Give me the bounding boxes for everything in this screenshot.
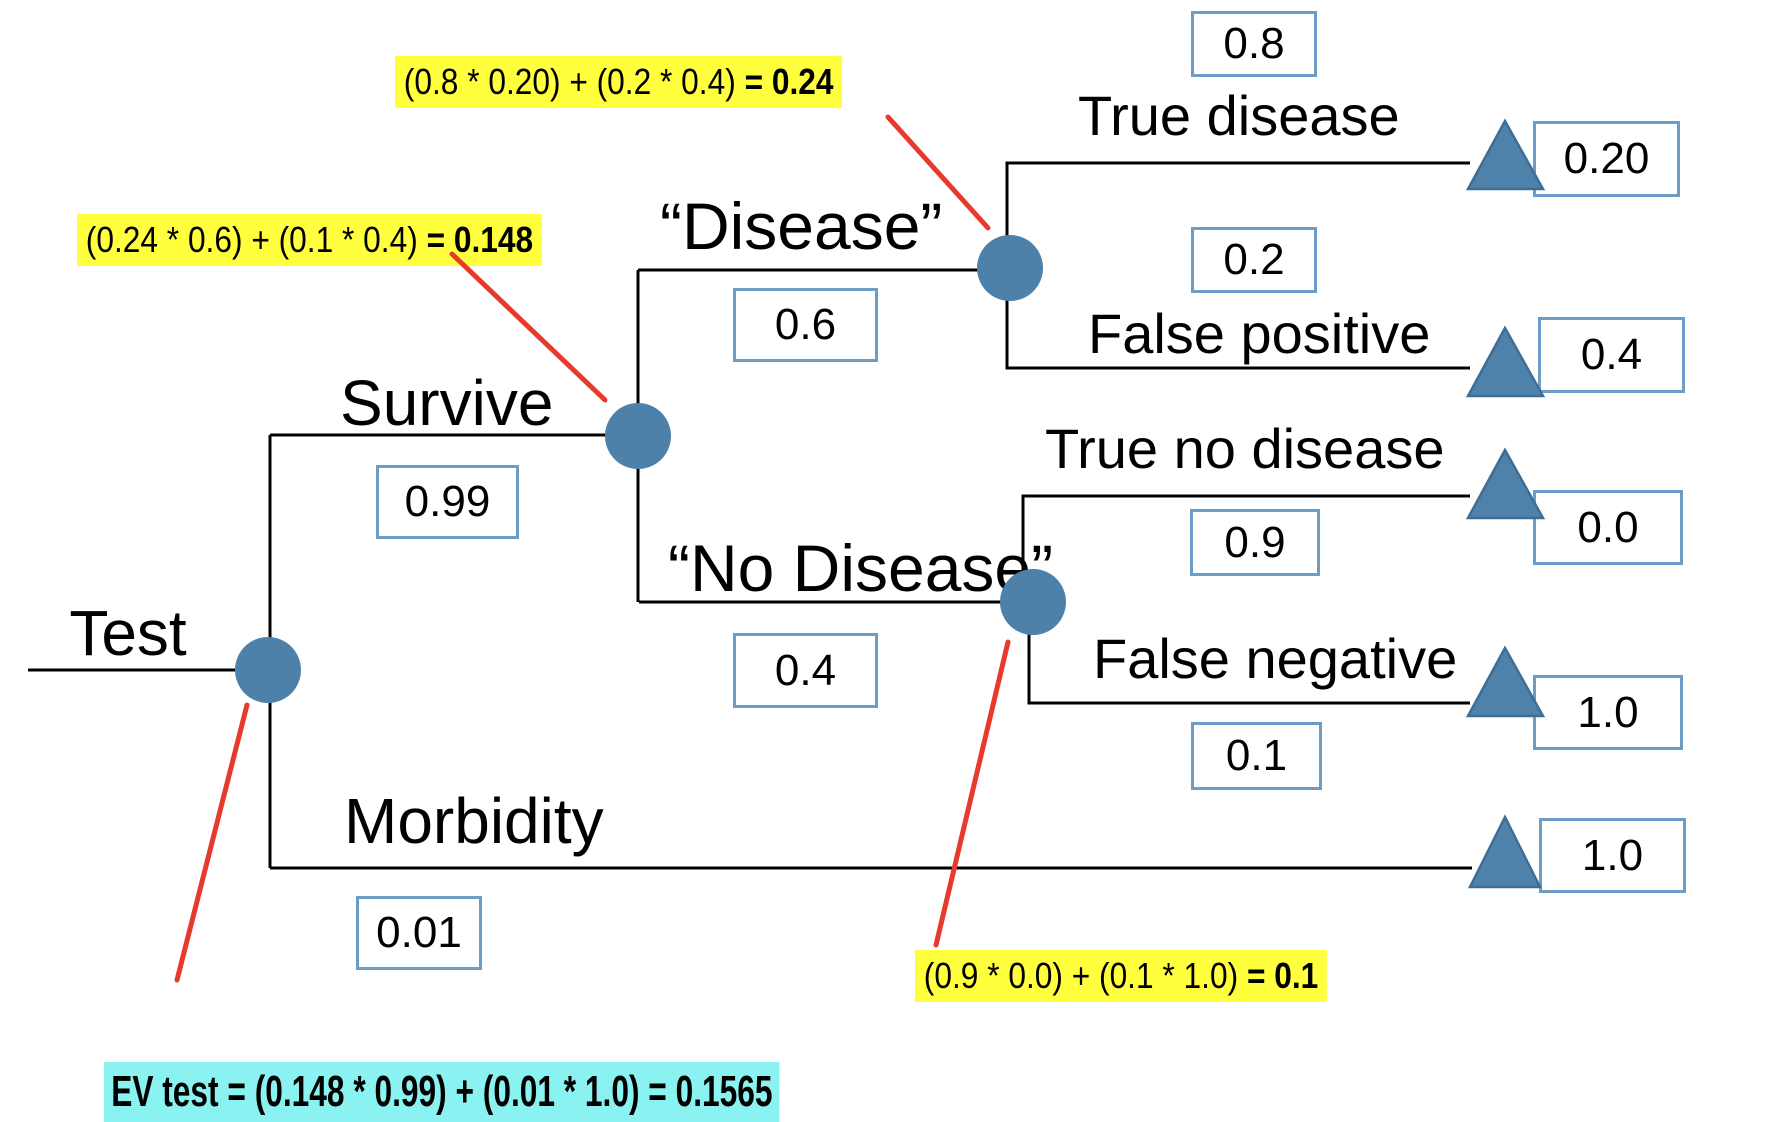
probability-box-survive: 0.99: [376, 465, 519, 539]
branch-label-survive: Survive: [340, 367, 554, 439]
root-label: Test: [69, 597, 187, 669]
formula-result: = 0.148: [426, 219, 534, 260]
formula-result: = 0.24: [744, 61, 834, 102]
probability-box-false-negative: 0.1: [1191, 722, 1322, 790]
branch-label-true-no-disease: True no disease: [1045, 417, 1445, 480]
formula-expression: (0.8 * 0.20) + (0.2 * 0.4): [403, 61, 736, 102]
terminal-node-false-positive: [1465, 325, 1546, 398]
formula-survive-expected-value: (0.24 * 0.6) + (0.1 * 0.4) = 0.148: [77, 214, 542, 266]
probability-box-false-positive: 0.2: [1191, 227, 1317, 293]
payoff-box-true-no-disease: 0.0: [1533, 490, 1683, 565]
probability-box-disease: 0.6: [733, 288, 878, 362]
terminal-node-morbidity: [1467, 814, 1543, 889]
payoff-box-false-negative: 1.0: [1533, 675, 1683, 750]
probability-box-no-disease: 0.4: [733, 633, 878, 708]
branch-label-no-disease: “No Disease”: [668, 531, 1054, 605]
branch-label-true-disease: True disease: [1078, 84, 1400, 147]
branch-label-morbidity: Morbidity: [344, 785, 604, 857]
probability-box-morbidity: 0.01: [356, 896, 482, 970]
terminal-node-true-no-disease: [1465, 447, 1546, 520]
callout-line-test-ev: [174, 702, 250, 983]
payoff-box-false-positive: 0.4: [1538, 317, 1685, 393]
branch-label-false-negative: False negative: [1093, 627, 1458, 690]
probability-box-true-disease: 0.8: [1191, 11, 1317, 77]
payoff-box-morbidity: 1.0: [1539, 818, 1686, 893]
callout-line-no-disease-ev: [933, 639, 1011, 948]
chance-node-test: [235, 637, 301, 703]
terminal-node-false-negative: [1465, 645, 1546, 718]
formula-test-expected-value: EV test = (0.148 * 0.99) + (0.01 * 1.0) …: [104, 1062, 780, 1122]
terminal-node-true-disease: [1465, 118, 1546, 191]
formula-no-disease-expected-value: (0.9 * 0.0) + (0.1 * 1.0) = 0.1: [915, 950, 1328, 1002]
branch-label-false-positive: False positive: [1088, 302, 1431, 365]
chance-node-survive: [605, 403, 671, 469]
chance-node-disease: [977, 235, 1043, 301]
formula-result: = 0.1: [1246, 955, 1319, 996]
formula-expression: (0.9 * 0.0) + (0.1 * 1.0): [923, 955, 1239, 996]
formula-disease-expected-value: (0.8 * 0.20) + (0.2 * 0.4) = 0.24: [395, 56, 843, 108]
probability-box-true-no-disease: 0.9: [1190, 509, 1320, 576]
payoff-box-true-disease: 0.20: [1533, 121, 1680, 197]
branch-label-disease: “Disease”: [660, 189, 943, 263]
formula-expression: (0.24 * 0.6) + (0.1 * 0.4): [85, 219, 418, 260]
